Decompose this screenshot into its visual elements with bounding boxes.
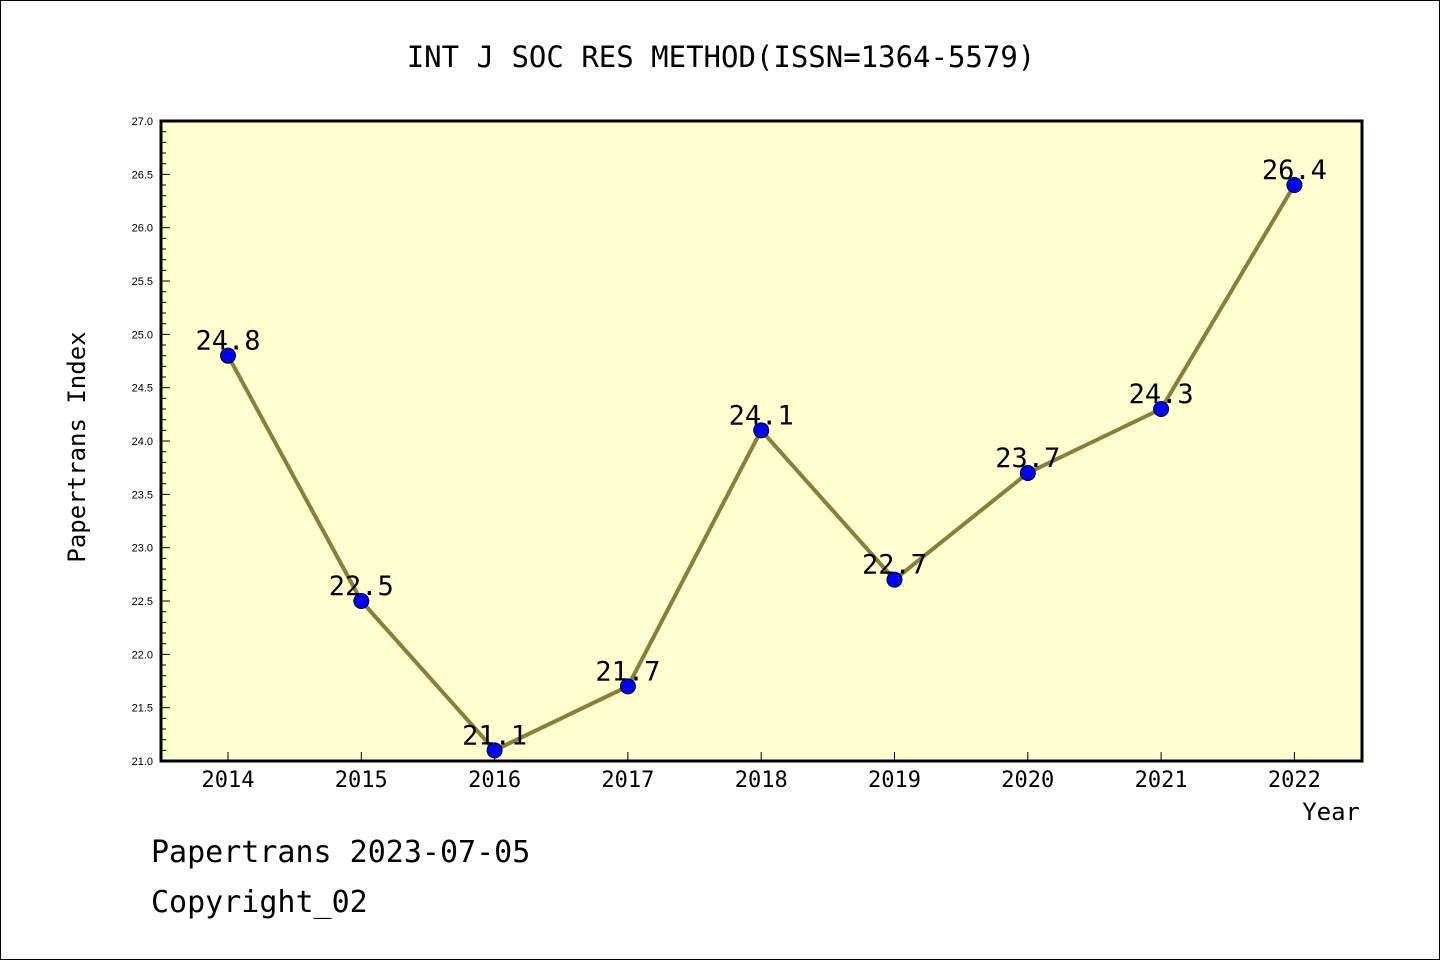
y-tick-label: 24.5 — [132, 383, 153, 395]
data-label: 22.5 — [329, 571, 394, 602]
data-point — [619, 678, 636, 695]
y-tick-label: 26.0 — [132, 223, 153, 235]
x-tick-label: 2017 — [601, 768, 654, 793]
data-point — [1153, 401, 1170, 417]
x-tick-label: 2014 — [202, 768, 255, 793]
x-tick-label: 2015 — [335, 768, 388, 793]
x-tick-label: 2021 — [1135, 768, 1188, 793]
data-point — [220, 347, 236, 364]
data-labels: 24.8 22.5 21.1 21.7 24.1 22.7 23.7 24.3 26.4 — [195, 155, 1326, 751]
data-point — [353, 593, 370, 609]
x-ticks: 2014 2015 2016 2017 2018 2019 2020 2021 2022 — [202, 752, 1321, 793]
data-point — [753, 422, 770, 439]
y-tick-label: 23.5 — [132, 489, 153, 501]
y-major-ticks: 21.0 21.5 22.0 22.5 23.0 23.5 24.0 24.5 25.0 25.5… — [132, 116, 153, 768]
y-tick-label: 26.5 — [132, 169, 153, 181]
data-label: 24.3 — [1129, 379, 1194, 410]
y-tick-label: 25.5 — [132, 276, 153, 288]
x-tick-label: 2019 — [868, 768, 921, 793]
chart-title: INT J SOC RES METHOD(ISSN=1364-5579) — [407, 40, 1036, 74]
data-point — [1019, 465, 1036, 481]
footer-copyright: Copyright_02 — [151, 885, 368, 920]
data-label: 24.1 — [729, 400, 794, 431]
data-label: 21.1 — [462, 720, 527, 751]
y-tick-label: 21.0 — [132, 756, 153, 768]
y-axis-label: Papertrans Index — [63, 331, 91, 562]
y-tick-label: 21.5 — [132, 703, 153, 715]
y-tick-label: 24.0 — [132, 436, 153, 448]
data-label: 22.7 — [862, 550, 927, 581]
x-tick-label: 2016 — [468, 768, 521, 793]
y-tick-label: 25.0 — [132, 329, 153, 341]
plot-border — [159, 119, 1364, 763]
data-label: 26.4 — [1262, 155, 1327, 186]
y-tick-label: 22.5 — [132, 596, 153, 608]
footer-date: Papertrans 2023-07-05 — [151, 835, 531, 870]
data-label: 24.8 — [195, 326, 260, 357]
data-point — [1286, 177, 1303, 193]
plot-area — [161, 121, 1362, 761]
y-tick-label: 27.0 — [132, 116, 153, 128]
data-label: 21.7 — [595, 656, 660, 687]
x-tick-label: 2020 — [1001, 768, 1054, 793]
series — [220, 177, 1303, 759]
x-tick-label: 2018 — [735, 768, 788, 793]
y-tick-label: 23.0 — [132, 543, 153, 555]
data-point — [886, 571, 903, 588]
data-label: 23.7 — [995, 443, 1060, 474]
data-point — [486, 742, 503, 759]
x-axis-label: Year — [1302, 798, 1360, 826]
y-tick-label: 22.0 — [132, 649, 153, 661]
x-tick-label: 2022 — [1268, 768, 1321, 793]
